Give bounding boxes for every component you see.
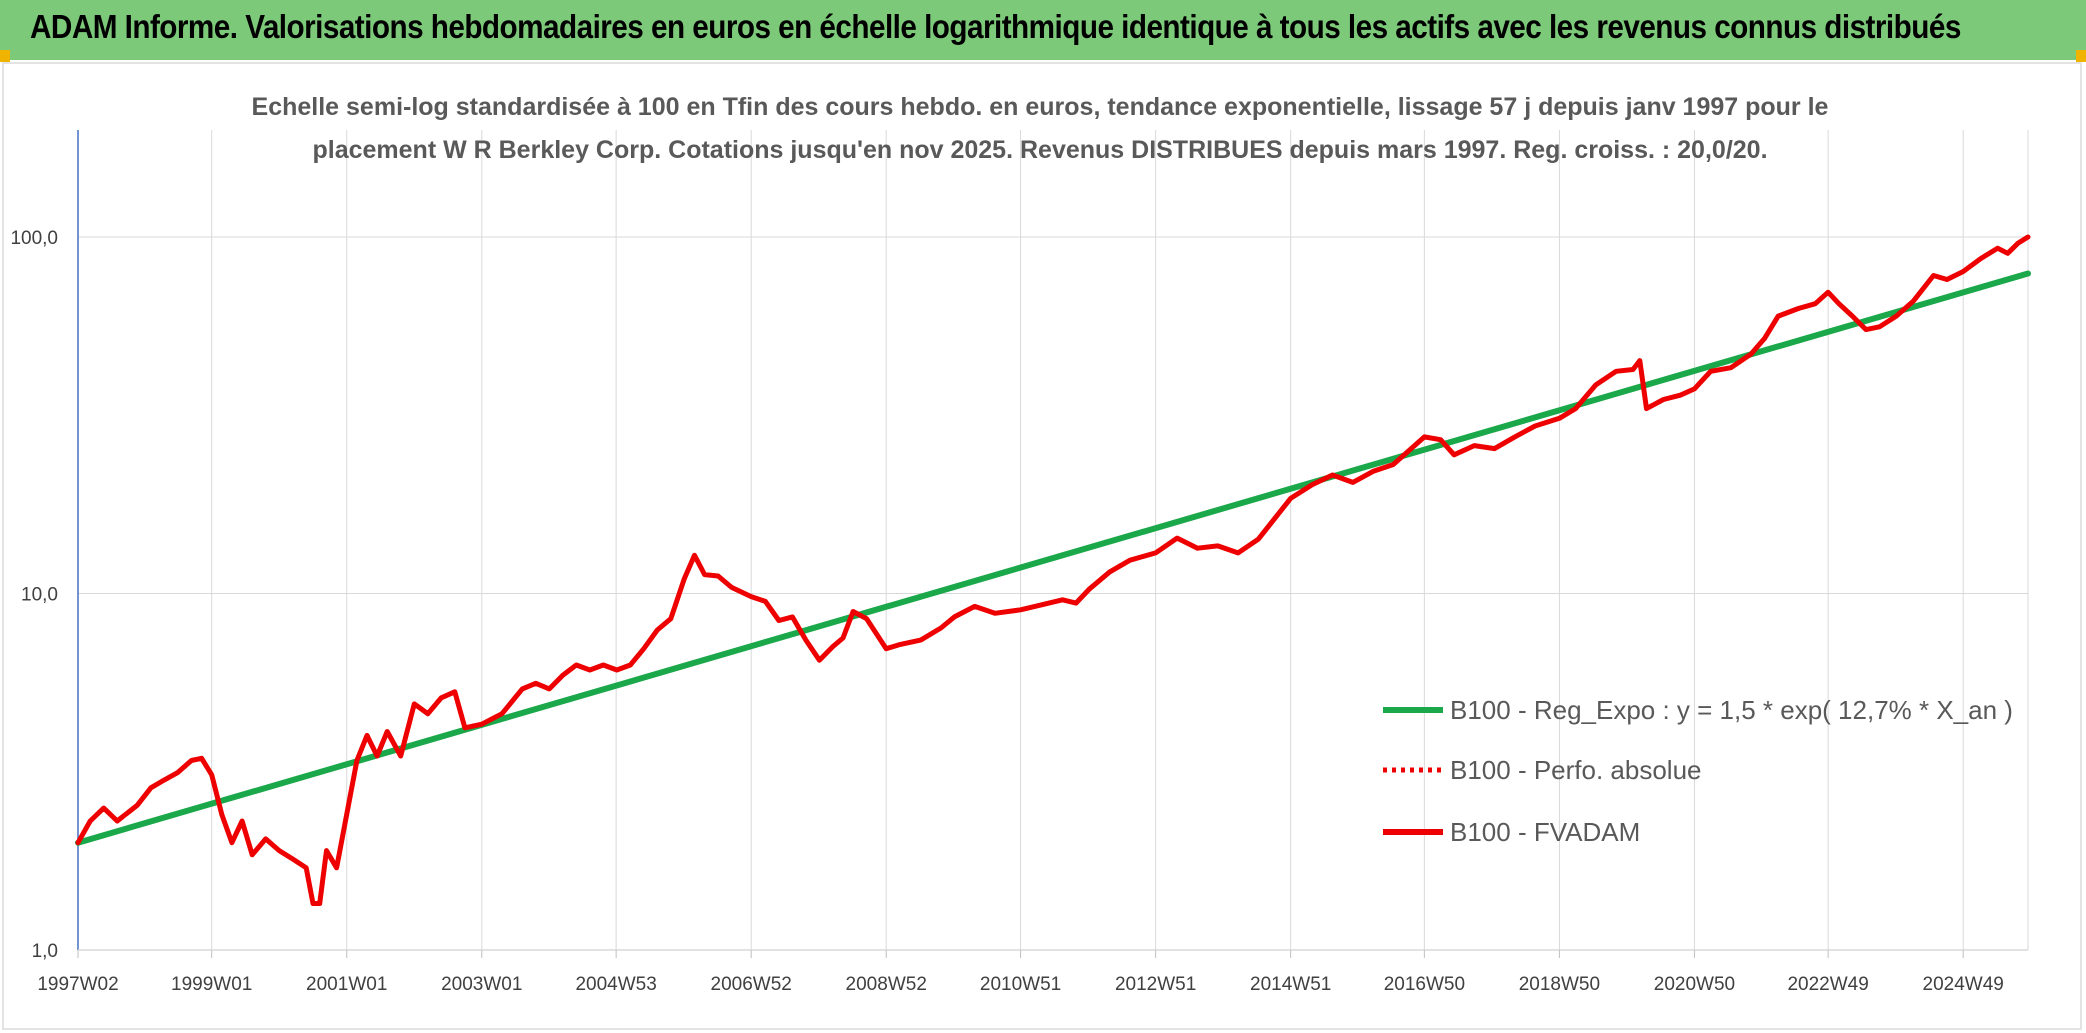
- y-tick-label: 100,0: [10, 228, 58, 249]
- x-tick-label: 2010W51: [980, 974, 1061, 995]
- legend-label-perfo: B100 - Perfo. absolue: [1450, 755, 1702, 785]
- legend-label-fvadam: B100 - FVADAM: [1450, 817, 1640, 847]
- header-bar: ADAM Informe. Valorisations hebdomadaire…: [0, 0, 2086, 60]
- corner-marker-left: [0, 50, 10, 62]
- x-tick-label: 2001W01: [306, 974, 387, 995]
- chart-frame: [2, 62, 2082, 1030]
- x-tick-label: 2024W49: [1923, 974, 2004, 995]
- x-tick-label: 2016W50: [1384, 974, 1465, 995]
- series-layer: [75, 234, 2031, 906]
- x-tick-label: 2020W50: [1654, 974, 1735, 995]
- series-line-0: [75, 270, 2031, 846]
- grid-layer: [78, 130, 2029, 950]
- chart-subtitle-line-1: Echelle semi-log standardisée à 100 en T…: [252, 93, 1829, 121]
- x-tick-label: 2012W51: [1115, 974, 1196, 995]
- series-line-2: [75, 234, 2031, 906]
- y-tick-label: 10,0: [21, 585, 58, 606]
- x-tick-label: 2006W52: [711, 974, 792, 995]
- x-tick-label: 2003W01: [441, 974, 522, 995]
- x-tick-label: 2022W49: [1787, 974, 1868, 995]
- axis-layer: 1997W02 1999W01 2001W01 2003W01 2004W53 2006W…: [10, 130, 2028, 995]
- y-tick-label: 1,0: [32, 941, 58, 962]
- chart-legend: B100 - Reg_Expo : y = 1,5 * exp( 12,7% *…: [1383, 695, 2013, 847]
- x-tick-label: 2014W51: [1250, 974, 1331, 995]
- corner-marker-right: [2076, 50, 2086, 62]
- x-tick-label: 1997W02: [37, 974, 118, 995]
- x-tick-label: 2018W50: [1519, 974, 1600, 995]
- page-title: ADAM Informe. Valorisations hebdomadaire…: [30, 8, 1961, 45]
- x-tick-label: 2004W53: [575, 974, 656, 995]
- chart-subtitle-line-2: placement W R Berkley Corp. Cotations ju…: [312, 136, 1767, 164]
- x-tick-label: 2008W52: [846, 974, 927, 995]
- x-tick-label: 1999W01: [171, 974, 252, 995]
- legend-label-trend: B100 - Reg_Expo : y = 1,5 * exp( 12,7% *…: [1450, 695, 2013, 725]
